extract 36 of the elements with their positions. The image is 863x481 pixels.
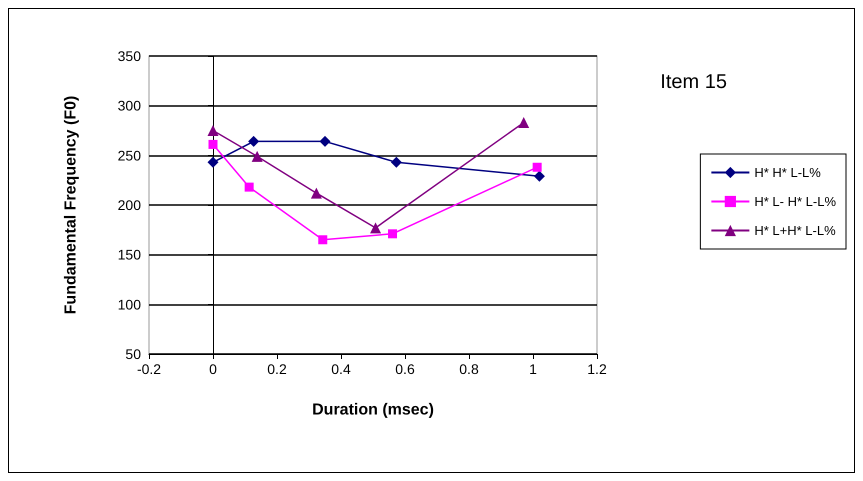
point xyxy=(518,117,530,128)
point xyxy=(208,156,218,168)
legend-label: H* H* L-L% xyxy=(754,165,822,180)
x-tick-label: 0.4 xyxy=(331,361,351,377)
point xyxy=(532,162,542,172)
point xyxy=(370,222,382,234)
x-tick-label: 0.8 xyxy=(459,361,479,377)
y-tick-label: 300 xyxy=(118,98,142,114)
legend-label: H* L+H* L-L% xyxy=(754,223,836,238)
x-tick-label: -0.2 xyxy=(136,361,162,377)
y-tick-label: 250 xyxy=(118,147,142,164)
x-tick-label: 1.2 xyxy=(587,361,607,377)
point xyxy=(248,136,260,147)
point xyxy=(390,156,402,168)
x-axis-title: Duration (msec) xyxy=(312,402,434,418)
point xyxy=(310,188,322,199)
point xyxy=(388,229,398,238)
point xyxy=(252,150,263,162)
x-tick-label: 1 xyxy=(529,361,538,377)
point xyxy=(320,136,330,147)
text: Item 15 xyxy=(660,71,728,93)
legend-label: H* L- H* L-L% xyxy=(754,194,836,209)
y-tick-label: 50 xyxy=(125,346,142,362)
y-tick-label: 100 xyxy=(118,296,142,312)
point xyxy=(318,235,328,244)
x-tick-label: 0 xyxy=(209,361,218,377)
x-tick-label: 0.6 xyxy=(395,361,415,377)
y-tick-label: 150 xyxy=(118,246,142,263)
y-tick-label: 350 xyxy=(118,48,142,64)
point xyxy=(244,182,254,192)
point xyxy=(208,140,218,149)
y-axis-title: Fundamental Frequency (F0) xyxy=(62,96,80,314)
x-tick-label: 0.2 xyxy=(267,361,287,377)
point xyxy=(534,170,545,182)
y-tick-label: 200 xyxy=(118,197,142,213)
point xyxy=(208,125,218,136)
